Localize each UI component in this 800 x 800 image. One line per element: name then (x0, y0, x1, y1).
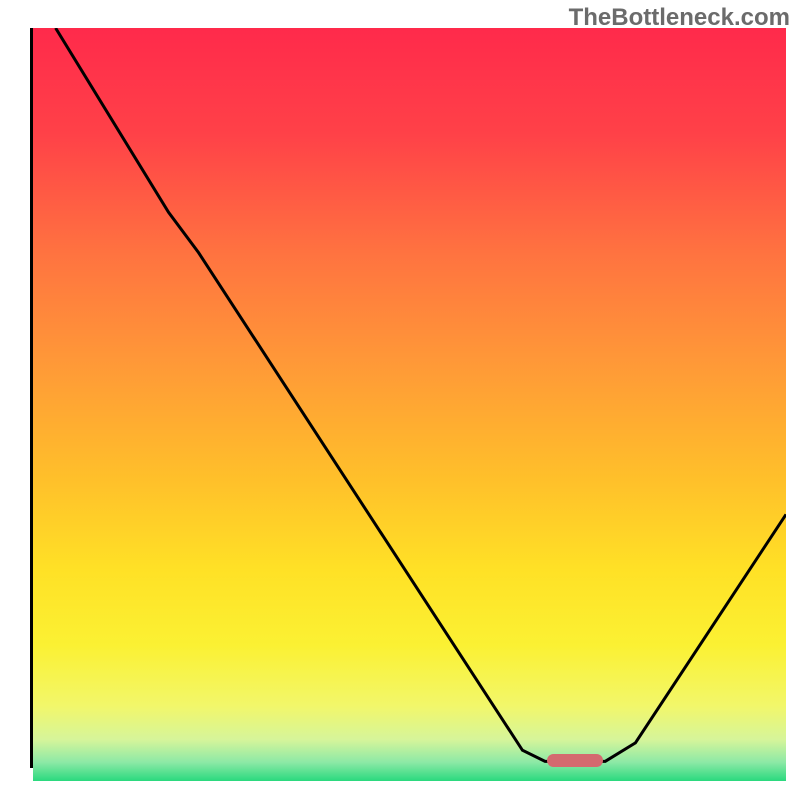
watermark-text: TheBottleneck.com (569, 4, 790, 32)
plot-area (30, 28, 786, 768)
bottleneck-curve (33, 28, 786, 765)
optimum-marker (547, 754, 603, 767)
